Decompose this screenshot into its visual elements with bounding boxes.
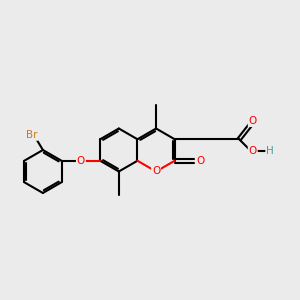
Text: O: O [249,116,257,126]
Text: O: O [249,146,257,156]
Text: H: H [266,146,274,156]
Text: O: O [196,156,204,166]
Text: O: O [77,156,85,166]
Text: O: O [152,167,160,176]
Text: Br: Br [26,130,38,140]
